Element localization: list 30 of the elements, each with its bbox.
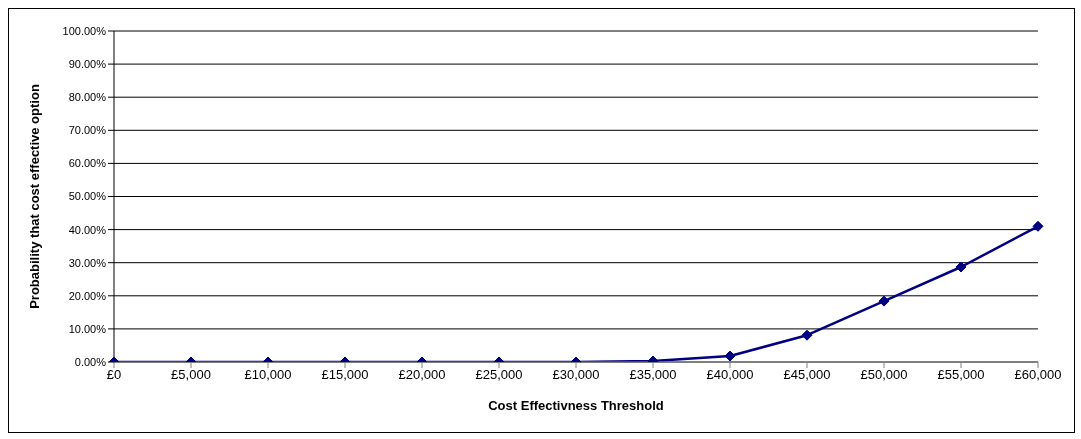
y-tick-label: 50.00% bbox=[68, 190, 107, 203]
x-tick-label: £55,000 bbox=[937, 367, 985, 383]
x-tick-label: £25,000 bbox=[475, 367, 523, 383]
point bbox=[801, 329, 813, 341]
x-tick-label: £50,000 bbox=[860, 367, 908, 383]
y-axis-title: Probability that cost effective option bbox=[26, 84, 42, 309]
y-tick-label: 40.00% bbox=[68, 223, 107, 236]
x-axis-title: Cost Effectivness Threshold bbox=[488, 398, 664, 413]
x-tick-label: £40,000 bbox=[706, 367, 754, 383]
x-tick-label: £0 bbox=[106, 367, 122, 383]
y-tick-label: 20.00% bbox=[68, 289, 107, 302]
y-tick-label: 100.00% bbox=[62, 24, 107, 37]
y-tick-label: 90.00% bbox=[68, 58, 107, 70]
y-tick-label: 30.00% bbox=[68, 256, 107, 269]
x-tick-label: £60,000 bbox=[1014, 367, 1062, 383]
x-tick-label: £15,000 bbox=[321, 367, 369, 383]
y-tick-label: 80.00% bbox=[68, 91, 107, 104]
point bbox=[878, 295, 890, 307]
y-tick-label: 70.00% bbox=[68, 124, 107, 137]
x-tick-label: £45,000 bbox=[783, 367, 831, 383]
x-tick-label: £35,000 bbox=[629, 367, 677, 383]
x-tick-label: £5,000 bbox=[171, 367, 211, 383]
y-tick-label: 60.00% bbox=[68, 157, 107, 170]
point bbox=[1032, 220, 1044, 232]
x-tick-label: £10,000 bbox=[244, 367, 292, 383]
y-tick-label: 0.00% bbox=[74, 355, 107, 368]
y-tick-label: 10.00% bbox=[68, 322, 107, 335]
x-tick-label: £20,000 bbox=[398, 367, 446, 383]
point bbox=[955, 261, 967, 273]
x-tick-label: £30,000 bbox=[552, 367, 600, 383]
